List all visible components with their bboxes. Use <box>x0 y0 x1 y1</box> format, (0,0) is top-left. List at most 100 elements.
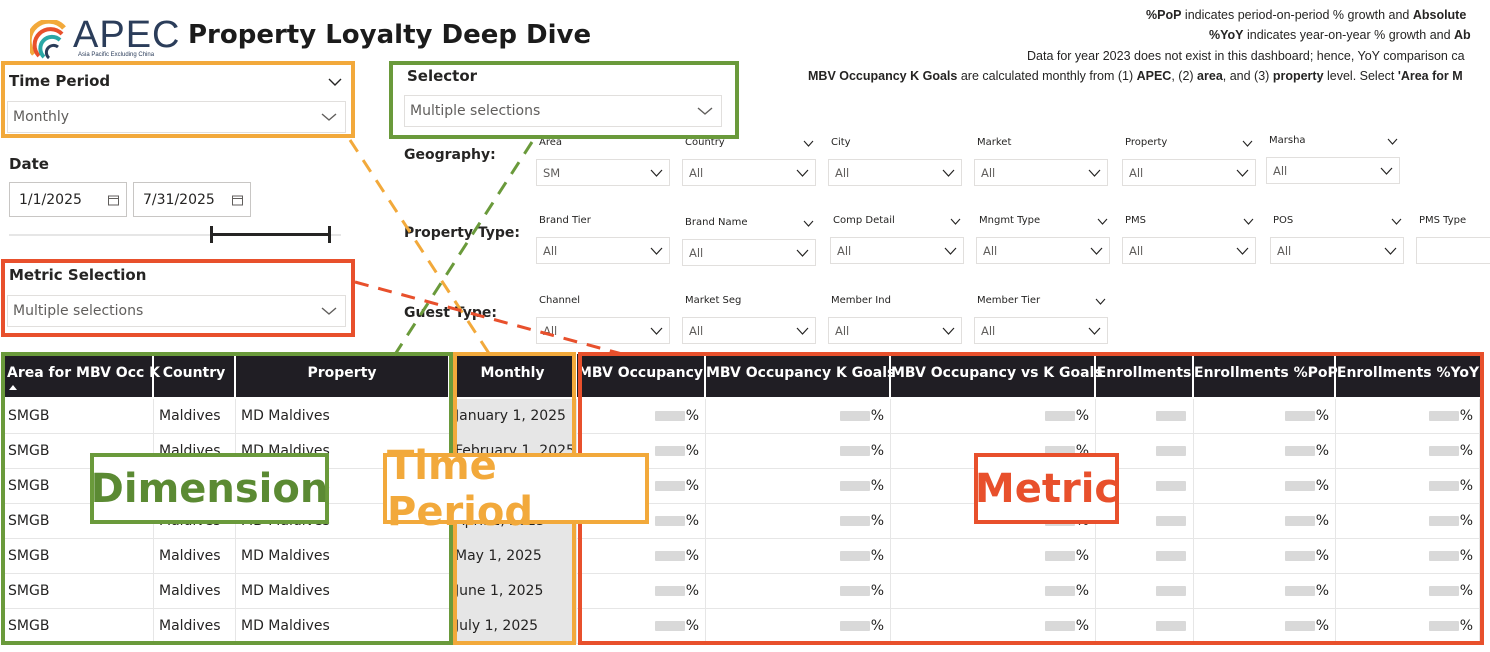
redacted-value <box>839 516 870 526</box>
chevron-down-icon <box>1384 247 1397 255</box>
redacted-value <box>654 446 685 456</box>
table-cell-area: SMGB <box>3 574 154 609</box>
chevron-down-icon <box>796 169 809 177</box>
property-type-label: Property Type: <box>404 225 521 241</box>
col-header-monthly[interactable]: Monthly <box>450 354 577 397</box>
redacted-value <box>1428 621 1459 631</box>
calendar-icon[interactable] <box>108 194 119 205</box>
redacted-value <box>1284 586 1315 596</box>
chevron-down-icon <box>796 249 809 257</box>
metric-overlay-label: Metric <box>974 453 1119 524</box>
date-range-start-handle[interactable] <box>210 226 213 243</box>
redacted-value <box>1156 621 1186 631</box>
col-header-country[interactable]: Country <box>154 354 236 397</box>
selector-dropdown[interactable]: Multiple selections <box>404 95 722 127</box>
table-cell-m6: % <box>1336 434 1480 469</box>
metric-selection-outline <box>1 259 355 337</box>
table-cell-m5: % <box>1194 434 1336 469</box>
table-cell-area: SMGB <box>3 609 154 644</box>
table-cell-m2: % <box>706 434 891 469</box>
table-cell-m5: % <box>1194 574 1336 609</box>
table-cell-m1: % <box>577 399 706 434</box>
date-range-slider-track[interactable] <box>9 234 341 236</box>
chevron-down-icon[interactable] <box>1097 218 1108 225</box>
redacted-value <box>1156 516 1186 526</box>
col-header-enrollments[interactable]: Enrollments <box>1096 354 1194 397</box>
redacted-value <box>1044 411 1075 421</box>
table-cell-area: SMGB <box>3 399 154 434</box>
table-cell-m5: % <box>1194 399 1336 434</box>
table-row[interactable]: SMGB Maldives MD Maldives May 1, 2025%%%%% <box>3 539 1480 574</box>
table-cell-m1: % <box>577 574 706 609</box>
redacted-value <box>1284 551 1315 561</box>
chevron-down-icon <box>942 169 955 177</box>
redacted-value <box>1428 481 1459 491</box>
calendar-icon[interactable] <box>232 194 243 205</box>
table-cell-country: Maldives <box>154 574 236 609</box>
table-cell-m6: % <box>1336 469 1480 504</box>
chevron-down-icon[interactable] <box>1242 140 1253 147</box>
metric-selection-label: Metric Selection <box>9 266 147 284</box>
table-cell-area: SMGB <box>3 539 154 574</box>
col-header-enrollments-pop[interactable]: Enrollments %PoP <box>1194 354 1338 397</box>
table-cell-m1: % <box>577 504 706 539</box>
redacted-value <box>1044 586 1075 596</box>
redacted-value <box>654 621 685 631</box>
redacted-value <box>1156 411 1186 421</box>
redacted-value <box>1156 446 1186 456</box>
table-cell-m6: % <box>1336 609 1480 644</box>
table-cell-m1: % <box>577 539 706 574</box>
table-row[interactable]: SMGB Maldives MD Maldives January 1, 2025%%… <box>3 399 1480 434</box>
redacted-value <box>1428 516 1459 526</box>
chevron-down-icon[interactable] <box>950 218 961 225</box>
chevron-down-icon[interactable] <box>1243 218 1254 225</box>
col-header-area[interactable]: Area for MBV Occ K <box>3 354 160 397</box>
table-cell-m2: % <box>706 539 891 574</box>
table-cell-m4 <box>1096 504 1194 539</box>
redacted-value <box>1428 586 1459 596</box>
table-header: Area for MBV Occ K Country Property Mont… <box>3 354 1480 397</box>
redacted-value <box>839 621 870 631</box>
col-header-enrollments-yoy[interactable]: Enrollments %YoY <box>1336 365 1480 381</box>
col-header-mbv-k-goals[interactable]: MBV Occupancy K Goals <box>706 354 895 397</box>
chevron-down-icon <box>1236 247 1249 255</box>
end-date-input[interactable]: 7/31/2025 <box>133 182 251 217</box>
chevron-down-icon <box>1380 167 1393 175</box>
selector-outline <box>389 61 739 139</box>
chevron-down-icon[interactable] <box>803 220 814 227</box>
chevron-down-icon[interactable] <box>1095 298 1106 305</box>
chevron-down-icon[interactable] <box>1387 138 1398 145</box>
col-header-mbv-vs-k-goals[interactable]: MBV Occupancy vs K Goals <box>891 354 1103 397</box>
table-cell-m5: % <box>1194 504 1336 539</box>
chevron-down-icon[interactable] <box>803 140 814 147</box>
table-cell-m4 <box>1096 574 1194 609</box>
col-header-mbv-occupancy[interactable]: MBV Occupancy <box>577 354 706 397</box>
table-cell-m3: % <box>891 399 1096 434</box>
table-cell-month: January 1, 2025 <box>450 399 577 434</box>
redacted-value <box>1284 621 1315 631</box>
redacted-value <box>1284 516 1315 526</box>
chevron-down-icon <box>1088 327 1101 335</box>
time-period-label: Time Period <box>9 72 111 90</box>
table-cell-m2: % <box>706 469 891 504</box>
time-period-dropdown[interactable]: Monthly <box>7 101 346 133</box>
apec-logo <box>30 18 170 66</box>
date-range-end-handle[interactable] <box>328 226 331 243</box>
sort-ascending-icon[interactable] <box>9 385 17 390</box>
metric-selection-dropdown[interactable]: Multiple selections <box>7 295 346 327</box>
redacted-value <box>1156 551 1186 561</box>
redacted-value <box>839 481 870 491</box>
note-pop: %PoP indicates period-on-period % growth… <box>1146 8 1467 22</box>
time-period-collapse-icon[interactable] <box>328 77 342 87</box>
chevron-down-icon <box>697 107 713 115</box>
redacted-value <box>654 586 685 596</box>
date-label: Date <box>9 155 49 173</box>
chevron-down-icon[interactable] <box>1391 218 1402 225</box>
table-cell-country: Maldives <box>154 539 236 574</box>
time-period-overlay-label: Time Period <box>383 443 649 535</box>
chevron-down-icon <box>1090 247 1103 255</box>
chevron-down-icon <box>650 169 663 177</box>
redacted-value <box>1428 446 1459 456</box>
table-cell-m5: % <box>1194 539 1336 574</box>
start-date-input[interactable]: 1/1/2025 <box>9 182 127 217</box>
